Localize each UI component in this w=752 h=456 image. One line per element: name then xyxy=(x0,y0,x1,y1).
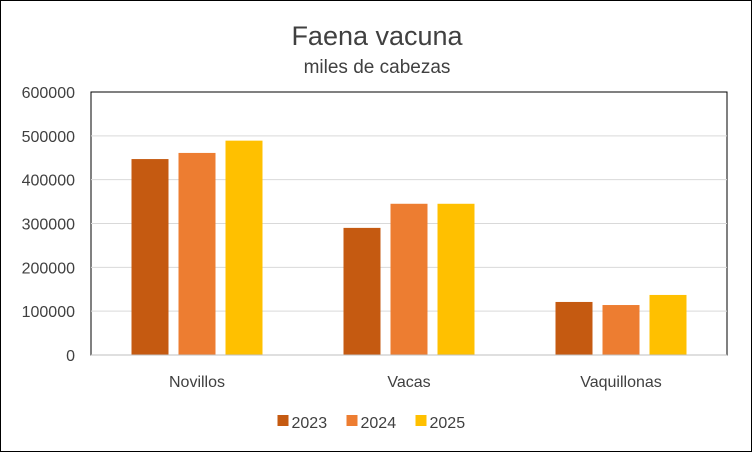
y-tick-label: 200000 xyxy=(22,260,75,277)
y-tick-label: 600000 xyxy=(22,85,75,102)
legend-swatch-2023 xyxy=(277,415,289,426)
y-tick-label: 300000 xyxy=(22,217,75,234)
legend-swatch-2024 xyxy=(346,415,358,426)
y-axis-ticks: 0 100000 200000 300000 400000 500000 600000 xyxy=(22,85,75,365)
legend-label: 2023 xyxy=(292,415,328,432)
bar-vacas-2025 xyxy=(437,203,475,355)
y-tick-label: 0 xyxy=(66,348,75,365)
bar-novillos-2023 xyxy=(131,159,169,355)
legend: 2023 2024 2025 xyxy=(277,415,466,432)
bar-vaquillonas-2025 xyxy=(649,294,687,355)
bar-vacas-2023 xyxy=(343,227,381,355)
legend-swatch-2025 xyxy=(415,415,427,426)
bars xyxy=(131,140,687,355)
x-axis-categories: Novillos Vacas Vaquillonas xyxy=(169,374,662,391)
chart-title: Faena vacuna xyxy=(291,21,463,51)
bar-novillos-2025 xyxy=(225,140,263,355)
legend-label: 2025 xyxy=(430,415,466,432)
category-label: Novillos xyxy=(169,374,225,391)
category-label: Vacas xyxy=(387,374,430,391)
y-tick-label: 500000 xyxy=(22,129,75,146)
bar-novillos-2024 xyxy=(178,152,216,355)
y-tick-label: 400000 xyxy=(22,173,75,190)
bar-vaquillonas-2024 xyxy=(602,305,640,355)
category-label: Vaquillonas xyxy=(580,374,662,391)
legend-label: 2024 xyxy=(361,415,397,432)
chart-subtitle: miles de cabezas xyxy=(304,57,451,78)
bar-vaquillonas-2023 xyxy=(555,301,593,355)
bar-vacas-2024 xyxy=(390,203,428,355)
y-tick-label: 100000 xyxy=(22,304,75,321)
